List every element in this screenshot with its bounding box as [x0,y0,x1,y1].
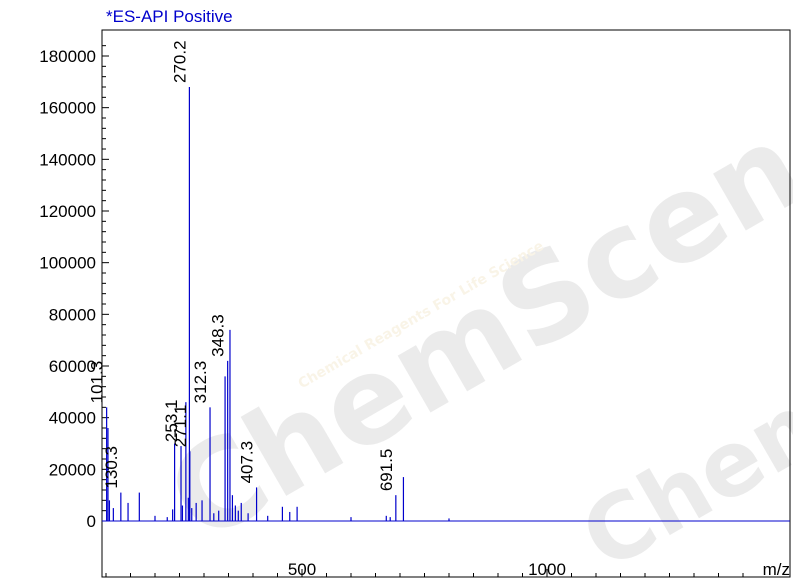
y-tick-label: 180000 [39,47,96,66]
peak-label: 101.3 [88,361,107,404]
y-axis: 0 20000 40000 60000 80000 100000 120000 140000 1… [39,45,109,531]
x-axis-label: m/z [763,560,790,579]
peak-label: 691.5 [377,449,396,492]
y-tick-label: 140000 [39,150,96,169]
y-tick-label: 20000 [49,460,96,479]
peak-label: 312.3 [191,361,210,404]
peak-label: 130.3 [102,446,121,489]
y-tick-label: 0 [87,512,96,531]
chart-title: *ES-API Positive [106,7,233,26]
y-tick-label: 120000 [39,202,96,221]
y-tick-label: 80000 [49,305,96,324]
peak-label: 270.2 [170,40,189,83]
x-axis: 500 1000 [105,560,744,579]
peak-label: 271.1 [171,405,190,448]
peak-label: 348.3 [209,314,228,357]
y-tick-label: 60000 [49,357,96,376]
x-tick-label: 500 [288,560,316,579]
spectrum-peaks [106,87,450,521]
y-tick-label: 40000 [49,409,96,428]
peak-label: 253.1 [162,400,181,443]
y-tick-label: 160000 [39,99,96,118]
peak-label: 407.3 [238,441,257,484]
x-tick-label: 1000 [528,560,566,579]
watermark: ChemScene Chemical Reagents For Life Sci… [146,57,793,583]
y-tick-label: 100000 [39,254,96,273]
